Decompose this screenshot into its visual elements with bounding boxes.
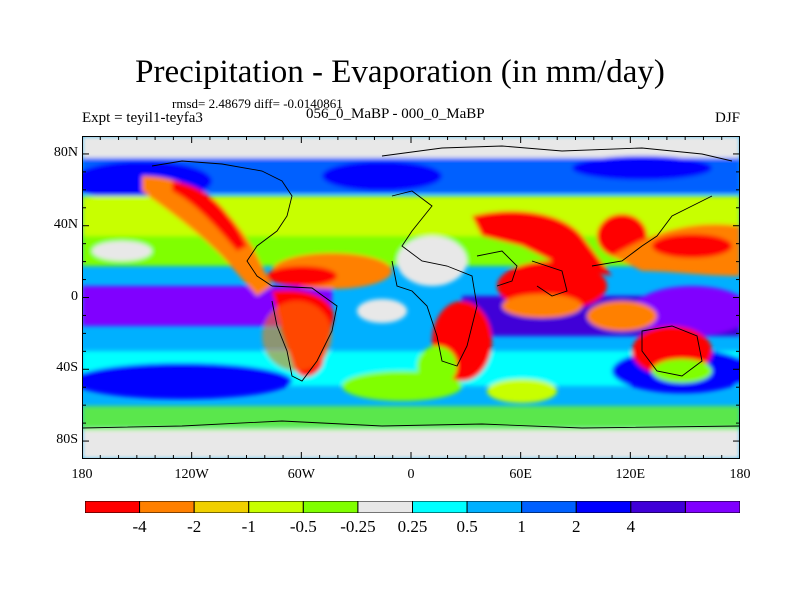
colorbar-segment (193, 501, 250, 513)
colorbar-label: 0.5 (456, 517, 478, 536)
x-tick-label: 60W (287, 467, 315, 482)
colorbar-label: -0.5 (289, 517, 317, 536)
y-tick-label: 0 (71, 288, 78, 304)
coastlines (82, 145, 740, 429)
colorbar-label: 1 (517, 517, 526, 536)
x-tick-label: 120W (174, 467, 209, 482)
rmsd-diff-stats: rmsd= 2.48679 diff= -0.0140861 (172, 96, 343, 111)
x-tick-label: 180 (729, 467, 751, 482)
colorbar-segment (575, 501, 632, 513)
colorbar-label: 0.25 (397, 517, 428, 536)
colorbar-segment (684, 501, 740, 513)
season-label: DJF (714, 110, 740, 126)
colorbar-segment (357, 501, 413, 513)
y-tick-label: 40S (56, 360, 78, 376)
colorbar-segment (412, 501, 468, 513)
colorbar-label: -2 (187, 517, 202, 536)
colorbar-label: 4 (626, 517, 636, 536)
colorbar-label: -4 (132, 517, 147, 536)
map-plot (82, 136, 740, 459)
axis-ticks (82, 136, 740, 459)
colorbar-label: -0.25 (340, 517, 376, 536)
y-tick-label: 80N (53, 144, 78, 160)
colorbar-segment (521, 501, 577, 513)
plot-title: Precipitation - Evaporation (in mm/day) (135, 54, 665, 90)
colorbar-segment (302, 501, 359, 513)
x-tick-label: 120E (615, 467, 646, 482)
period-label: 056_0_MaBP - 000_0_MaBP (306, 106, 485, 122)
x-tick-label: 180 (71, 467, 93, 482)
colorbar-label: 2 (572, 517, 581, 536)
pme-field (82, 136, 740, 459)
colorbar-segment (466, 501, 523, 513)
colorbar-segment (248, 501, 304, 513)
x-tick-label: 60E (509, 467, 532, 482)
colorbar-segment (85, 501, 141, 513)
y-tick-label: 40N (53, 216, 78, 232)
x-tick-label: 0 (407, 467, 415, 482)
y-tick-label: 80S (56, 432, 78, 448)
experiment-label: Expt = teyil1-teyfa3 (82, 110, 203, 126)
colorbar-segment (630, 501, 686, 513)
colorbar-label: -1 (241, 517, 256, 536)
colorbar (85, 501, 740, 513)
colorbar-segment (139, 501, 195, 513)
